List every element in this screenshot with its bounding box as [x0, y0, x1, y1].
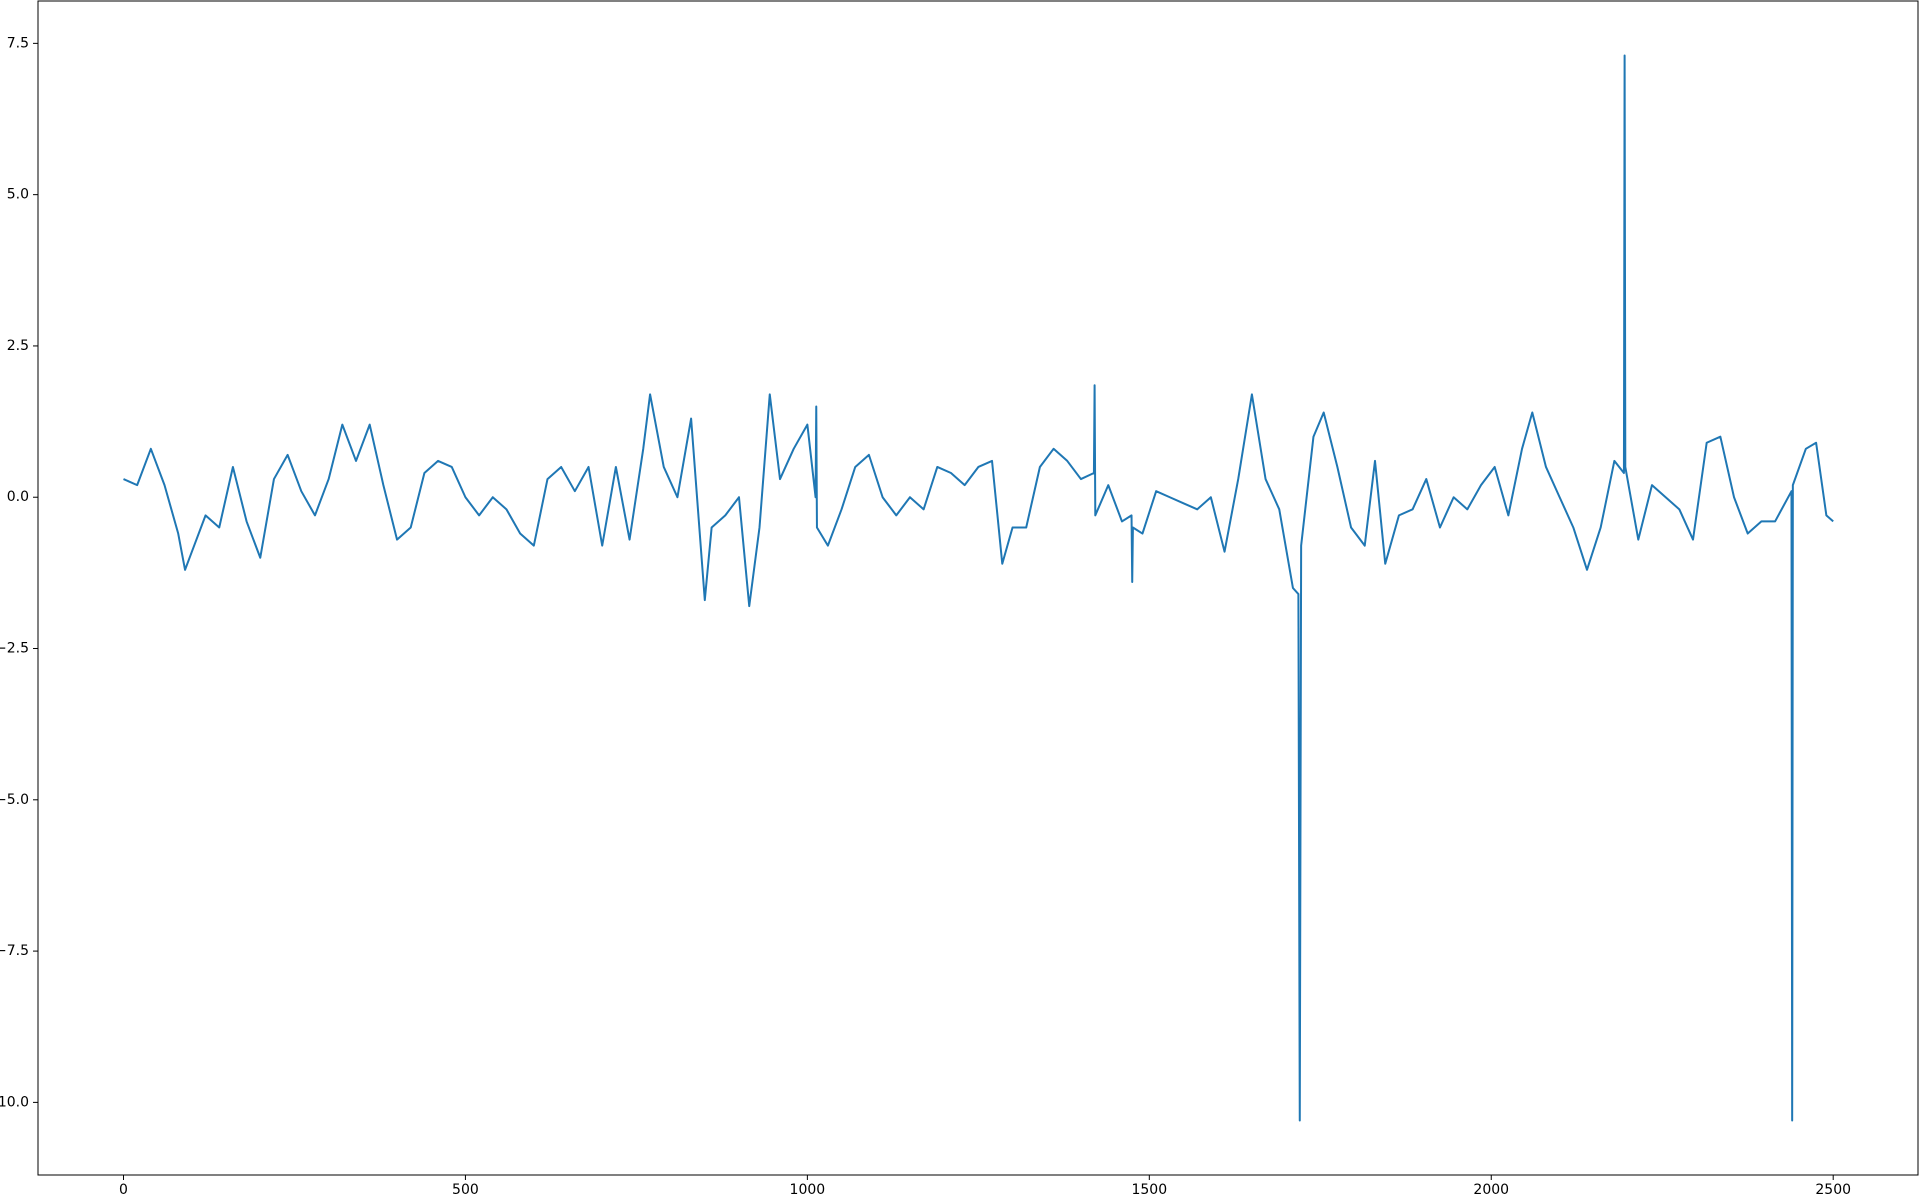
x-tick-label: 2000	[1473, 1182, 1509, 1198]
y-tick-label: 5.0	[7, 187, 29, 203]
x-tick-label: 2500	[1815, 1182, 1851, 1198]
axes-frame	[37, 0, 1919, 1176]
y-tick-label: 7.5	[7, 35, 29, 51]
y-tick-label: −5.0	[0, 792, 29, 808]
y-tick-label: 0.0	[7, 489, 29, 505]
y-tick-label: −2.5	[0, 641, 29, 657]
y-tick-label: −7.5	[0, 943, 29, 959]
x-tick-label: 0	[119, 1182, 128, 1198]
x-tick-label: 1500	[1131, 1182, 1167, 1198]
x-tick-label: 500	[452, 1182, 479, 1198]
y-tick-label: −10.0	[0, 1094, 29, 1110]
data-line	[123, 54, 1834, 1122]
x-tick-label: 1000	[790, 1182, 826, 1198]
y-tick-label: 2.5	[7, 338, 29, 354]
